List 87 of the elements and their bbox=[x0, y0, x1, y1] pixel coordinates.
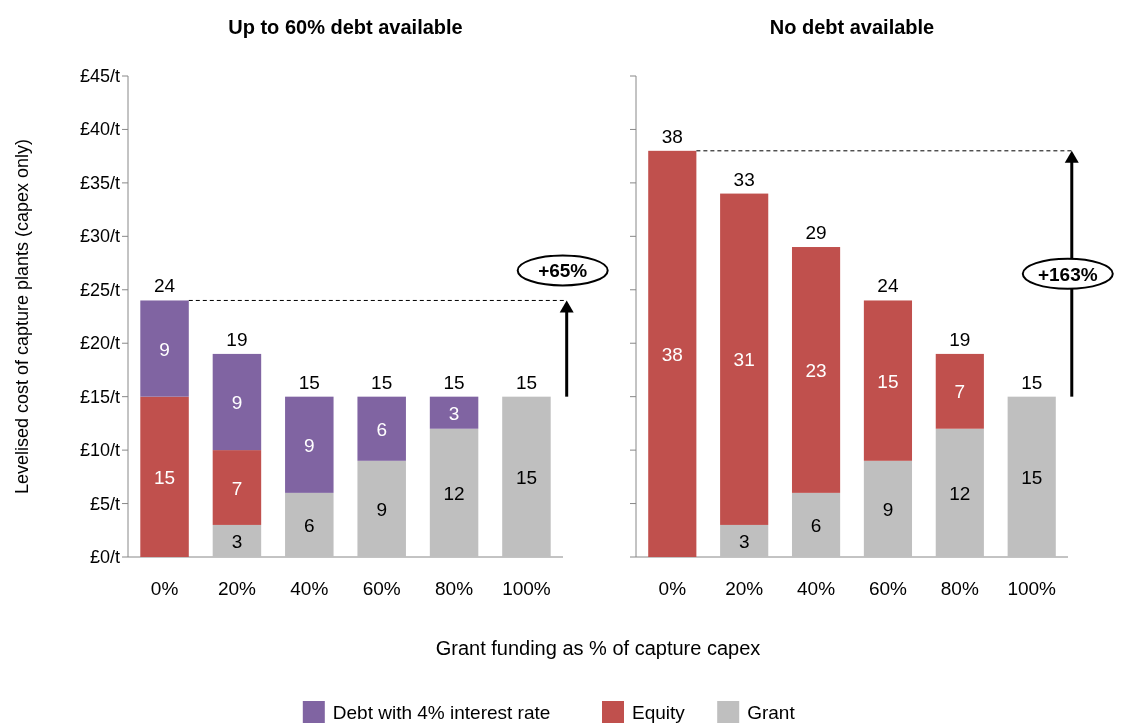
y-tick-label: £20/t bbox=[79, 333, 120, 354]
annotation: +65% bbox=[538, 260, 588, 282]
total-label: 19 bbox=[949, 328, 971, 350]
total-label: 15 bbox=[443, 371, 465, 393]
data-label: 6 bbox=[304, 514, 315, 536]
y-tick-label: £40/t bbox=[79, 119, 120, 140]
data-label: 3 bbox=[738, 530, 750, 552]
x-tick-label: 80% bbox=[940, 578, 979, 599]
bar bbox=[720, 193, 769, 525]
y-tick-label: £25/t bbox=[79, 279, 120, 300]
bar bbox=[429, 428, 479, 557]
data-label: 6 bbox=[810, 514, 822, 536]
total-label: 24 bbox=[877, 275, 899, 297]
data-label: 7 bbox=[954, 381, 966, 403]
bar bbox=[140, 300, 189, 397]
bar bbox=[648, 150, 697, 557]
bar bbox=[212, 353, 262, 451]
legend-label: Grant bbox=[747, 702, 796, 723]
total-label: 24 bbox=[153, 275, 176, 297]
x-tick-label: 0% bbox=[150, 578, 179, 599]
total-label: 15 bbox=[1021, 371, 1043, 393]
y-axis-title: Levelised cost of capture plants (capex only) bbox=[12, 138, 32, 495]
bar bbox=[357, 396, 406, 461]
total-label: 38 bbox=[661, 125, 683, 147]
bar bbox=[935, 428, 984, 557]
data-label: 3 bbox=[231, 530, 243, 552]
total-label: 33 bbox=[733, 168, 755, 190]
total-label: 29 bbox=[805, 222, 827, 244]
data-label: 9 bbox=[231, 392, 243, 414]
x-tick-label: 60% bbox=[362, 578, 401, 599]
bar bbox=[791, 247, 841, 493]
bar bbox=[502, 396, 551, 557]
x-tick-label: 40% bbox=[797, 578, 836, 599]
data-label: 12 bbox=[443, 482, 465, 504]
x-axis-title: Grant funding as % of capture capex bbox=[435, 637, 761, 659]
total-label: 15 bbox=[298, 371, 320, 393]
data-label: 6 bbox=[376, 418, 387, 440]
x-tick-label: 0% bbox=[658, 578, 687, 599]
total-label: 15 bbox=[371, 371, 393, 393]
y-tick-label: £5/t bbox=[89, 493, 120, 514]
data-label: 23 bbox=[805, 359, 827, 381]
data-label: 9 bbox=[376, 498, 387, 520]
data-label: 9 bbox=[159, 338, 170, 360]
data-label: 7 bbox=[231, 477, 243, 499]
y-tick-label: £45/t bbox=[79, 66, 120, 86]
bar bbox=[212, 524, 262, 557]
bar bbox=[935, 353, 984, 429]
x-tick-label: 60% bbox=[868, 578, 908, 599]
bar bbox=[1007, 396, 1056, 557]
bar bbox=[429, 396, 479, 429]
data-label: 12 bbox=[949, 482, 971, 504]
y-tick-label: £30/t bbox=[79, 226, 120, 247]
data-label: 15 bbox=[515, 466, 538, 488]
legend-label: Equity bbox=[632, 702, 686, 723]
bar bbox=[863, 460, 913, 557]
x-tick-label: 20% bbox=[217, 578, 257, 599]
y-tick-label: £0/t bbox=[89, 547, 120, 567]
data-label: 31 bbox=[733, 349, 755, 371]
data-label: 15 bbox=[1021, 466, 1043, 488]
x-tick-label: 100% bbox=[502, 578, 551, 599]
total-label: 19 bbox=[226, 328, 248, 350]
chart-title: No debt available bbox=[769, 16, 935, 38]
annotation: +163% bbox=[1037, 263, 1098, 285]
data-label: 38 bbox=[661, 343, 683, 365]
bar bbox=[357, 460, 406, 557]
legend-label: Debt with 4% interest rate bbox=[332, 702, 551, 723]
bar bbox=[285, 492, 334, 557]
total-label: 15 bbox=[515, 371, 538, 393]
bar bbox=[720, 524, 769, 557]
bar bbox=[863, 300, 913, 461]
data-label: 9 bbox=[304, 434, 315, 456]
bar bbox=[791, 492, 841, 557]
bar bbox=[140, 396, 189, 557]
y-tick-label: £35/t bbox=[79, 172, 120, 193]
bar bbox=[212, 450, 262, 525]
x-tick-label: 100% bbox=[1007, 578, 1057, 599]
data-label: 15 bbox=[877, 370, 899, 392]
data-label: 9 bbox=[882, 498, 894, 520]
y-tick-label: £15/t bbox=[79, 386, 120, 407]
data-label: 15 bbox=[153, 466, 176, 488]
chart-title: Up to 60% debt available bbox=[228, 16, 463, 38]
data-label: 3 bbox=[448, 402, 460, 424]
bar bbox=[285, 396, 334, 493]
x-tick-label: 40% bbox=[290, 578, 329, 599]
x-tick-label: 20% bbox=[725, 578, 764, 599]
x-tick-label: 80% bbox=[435, 578, 474, 599]
y-tick-label: £10/t bbox=[79, 440, 120, 461]
